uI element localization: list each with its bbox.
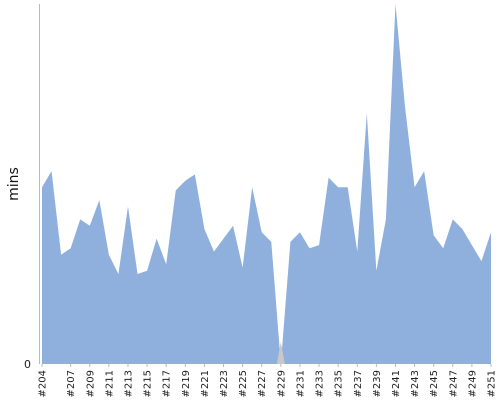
x-tick-label: #231 <box>295 370 306 397</box>
x-tick-label: #215 <box>143 370 154 397</box>
x-tick-label: #219 <box>181 370 192 397</box>
x-tick-label: #211 <box>104 370 115 397</box>
x-tick-label: #217 <box>162 370 173 397</box>
y-tick-label: 0 <box>24 358 31 371</box>
x-tick-label: #233 <box>315 370 326 397</box>
x-tick-label: #221 <box>200 370 211 397</box>
x-axis-ticks: #204 #207 #209 #211 #213 #215 #217 #219 #221 #223… <box>38 364 498 397</box>
x-tick-label: #229 <box>276 370 287 397</box>
x-tick-label: #239 <box>372 370 383 397</box>
x-tick-label: #243 <box>410 370 421 397</box>
y-axis-ticks: 0 <box>24 358 31 371</box>
x-tick-label: #249 <box>467 370 478 397</box>
x-tick-label: #213 <box>123 370 134 397</box>
x-tick-label: #209 <box>85 370 96 397</box>
x-tick-label: #223 <box>219 370 230 397</box>
zero-value-marker <box>276 342 285 364</box>
x-tick-label: #207 <box>66 370 77 397</box>
x-tick-label: #227 <box>257 370 268 397</box>
x-tick-label: #241 <box>391 370 402 397</box>
series-area-layer <box>42 4 491 364</box>
series-area <box>42 4 491 364</box>
x-tick-label: #245 <box>429 370 440 397</box>
y-axis-label: mins <box>6 167 22 201</box>
x-tick-label: #204 <box>38 370 49 397</box>
x-tick-label: #251 <box>487 370 498 397</box>
x-tick-label: #235 <box>334 370 345 397</box>
x-tick-label: #225 <box>238 370 249 397</box>
x-tick-label: #247 <box>448 370 459 397</box>
x-tick-label: #237 <box>353 370 364 397</box>
